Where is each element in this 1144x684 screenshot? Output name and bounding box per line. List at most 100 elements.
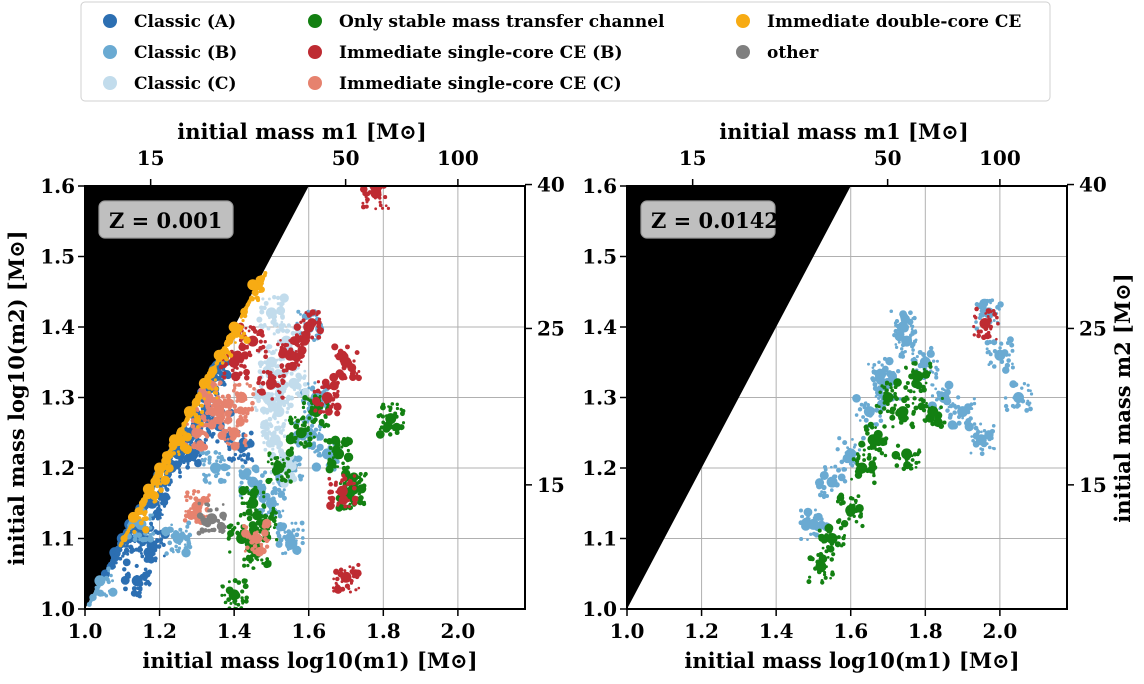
data-point bbox=[239, 313, 244, 318]
data-point bbox=[280, 401, 285, 406]
legend-item: Classic (C) bbox=[103, 74, 237, 94]
data-point bbox=[267, 344, 273, 349]
data-point bbox=[982, 428, 987, 433]
data-point bbox=[188, 495, 193, 500]
data-point bbox=[331, 402, 335, 406]
data-point bbox=[223, 601, 227, 605]
data-point bbox=[858, 513, 863, 519]
data-point bbox=[888, 359, 892, 363]
data-point bbox=[138, 520, 144, 526]
data-point bbox=[269, 458, 273, 461]
data-point bbox=[190, 424, 196, 429]
data-point bbox=[327, 458, 337, 469]
data-point bbox=[202, 472, 206, 477]
data-point bbox=[166, 488, 169, 491]
data-point bbox=[861, 435, 866, 441]
forbidden-region bbox=[627, 186, 851, 609]
data-point bbox=[259, 424, 265, 430]
data-point bbox=[148, 526, 153, 530]
legend-item: Immediate double-core CE bbox=[736, 12, 1021, 32]
data-point bbox=[238, 469, 243, 474]
data-point bbox=[226, 437, 230, 441]
data-point bbox=[286, 548, 290, 551]
data-point bbox=[394, 430, 400, 436]
data-point bbox=[260, 558, 264, 562]
data-point bbox=[321, 392, 333, 403]
data-point bbox=[192, 397, 201, 406]
data-point bbox=[195, 408, 200, 413]
data-point bbox=[1013, 382, 1019, 388]
data-point bbox=[247, 445, 251, 449]
data-point bbox=[1004, 407, 1010, 413]
data-point bbox=[972, 401, 977, 406]
data-point bbox=[373, 179, 376, 182]
data-point bbox=[316, 327, 324, 335]
data-point bbox=[851, 437, 854, 441]
data-point bbox=[223, 419, 227, 423]
data-point bbox=[129, 523, 135, 529]
data-point bbox=[227, 534, 231, 539]
data-point bbox=[970, 407, 974, 411]
data-point bbox=[866, 428, 870, 432]
data-point bbox=[286, 457, 290, 461]
data-point bbox=[911, 361, 916, 366]
data-point bbox=[195, 496, 199, 501]
data-point bbox=[334, 480, 338, 485]
data-point bbox=[841, 542, 846, 547]
data-point bbox=[303, 440, 308, 445]
data-point bbox=[878, 414, 882, 418]
data-point bbox=[247, 279, 259, 291]
data-point bbox=[277, 390, 282, 395]
data-point bbox=[240, 458, 244, 462]
data-point bbox=[191, 443, 198, 450]
data-point bbox=[969, 402, 974, 407]
data-point bbox=[388, 432, 393, 437]
data-point bbox=[979, 317, 991, 329]
data-point bbox=[237, 382, 242, 387]
data-point bbox=[995, 304, 1000, 310]
data-point bbox=[857, 448, 862, 452]
data-point bbox=[176, 450, 180, 454]
data-point bbox=[871, 366, 875, 370]
data-point bbox=[357, 499, 363, 504]
data-point bbox=[289, 446, 294, 451]
data-point bbox=[242, 557, 247, 562]
data-point bbox=[299, 360, 303, 364]
data-point bbox=[974, 306, 979, 312]
data-point bbox=[934, 387, 938, 391]
data-point bbox=[863, 406, 875, 418]
data-point bbox=[918, 388, 924, 394]
data-point bbox=[189, 507, 193, 511]
data-point bbox=[247, 476, 259, 488]
data-point bbox=[914, 329, 917, 332]
data-point bbox=[867, 452, 872, 457]
data-point bbox=[250, 487, 260, 497]
data-point bbox=[834, 541, 841, 548]
data-point bbox=[926, 349, 935, 358]
data-point bbox=[836, 467, 842, 473]
data-point bbox=[805, 516, 810, 522]
data-point bbox=[217, 477, 225, 484]
top-tick-label: 100 bbox=[437, 146, 479, 170]
data-point bbox=[192, 489, 197, 494]
data-point bbox=[190, 406, 195, 412]
data-point bbox=[328, 495, 336, 503]
data-point bbox=[228, 589, 240, 601]
data-point bbox=[268, 477, 273, 482]
data-point bbox=[216, 455, 221, 460]
data-point bbox=[207, 457, 212, 462]
legend-label: Immediate single-core CE (B) bbox=[339, 43, 623, 63]
data-point bbox=[883, 436, 889, 441]
data-point bbox=[890, 408, 895, 413]
data-point bbox=[248, 325, 253, 329]
data-point bbox=[179, 442, 189, 452]
data-point bbox=[222, 371, 227, 376]
data-point bbox=[159, 508, 163, 512]
data-point bbox=[911, 409, 917, 415]
data-point bbox=[811, 531, 817, 536]
data-point bbox=[358, 475, 362, 479]
data-point bbox=[218, 451, 222, 456]
data-point bbox=[874, 407, 880, 413]
data-point bbox=[157, 530, 162, 535]
data-point bbox=[894, 345, 899, 350]
